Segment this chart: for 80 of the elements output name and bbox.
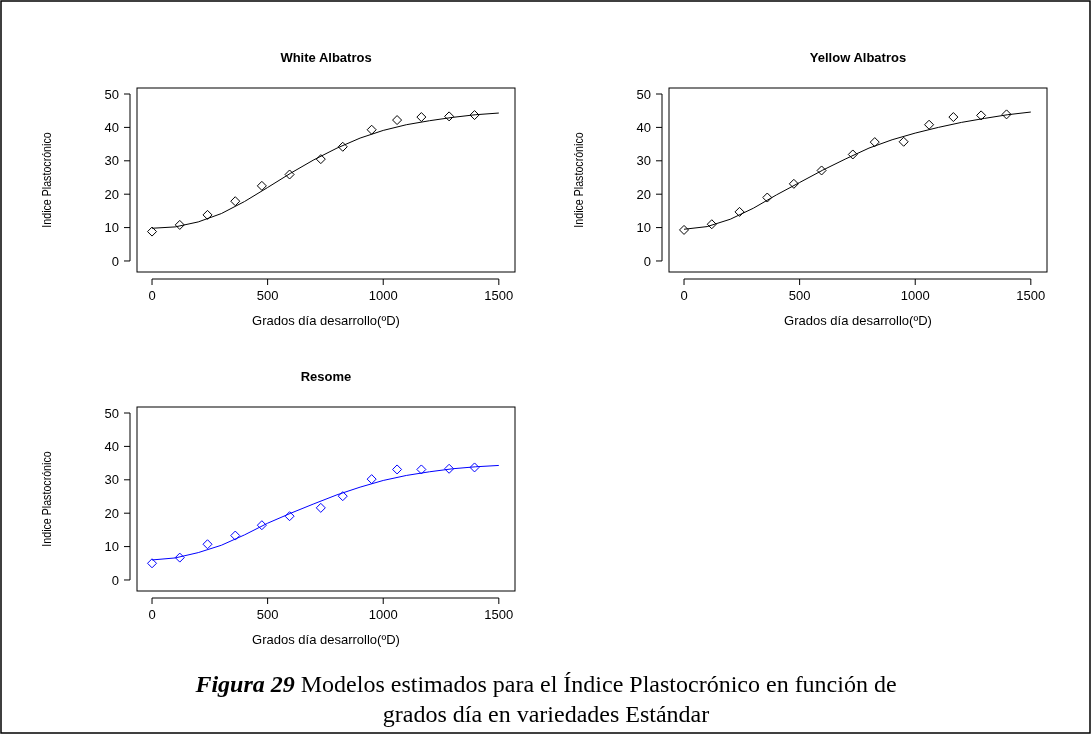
point [898,136,909,147]
point [392,115,403,126]
text: Figura 29 [194,671,295,697]
x-tick-label: 500 [256,607,279,622]
y-tick-label: 30 [636,153,651,169]
point [256,520,267,531]
point [256,180,267,191]
point [174,552,185,563]
x-axis-title: Grados día desarrollo(ºD) [252,313,400,328]
point [147,558,158,569]
y-axis-title: Indice Plastocrónico [570,132,587,228]
chart-title: White Albatros [280,50,372,65]
point [284,511,295,522]
point [788,178,799,189]
x-tick-label: 500 [788,288,811,303]
point [847,149,858,160]
x-tick-label: 1000 [900,288,930,303]
point [924,119,935,130]
point [869,137,880,148]
point [174,219,185,230]
point [337,491,348,502]
point [469,462,480,473]
point [948,112,959,123]
point [230,196,241,207]
point [734,206,745,217]
x-tick-label: 1500 [484,288,514,303]
point [706,219,717,230]
chart-title: Resome [300,369,352,384]
point [315,154,326,165]
y-tick-label: 10 [104,220,119,236]
y-tick-label: 20 [104,186,119,202]
y-tick-label: 0 [643,253,651,269]
x-tick-label: 0 [148,288,156,303]
point [230,530,241,541]
y-tick-label: 30 [104,472,119,488]
x-axis-title: Grados día desarrollo(ºD) [784,313,932,328]
point [392,464,403,475]
x-tick-label: 1000 [368,607,398,622]
point [337,141,348,152]
y-axis-title: Indice Plastocrónico [38,451,55,547]
x-tick-label: 0 [148,607,156,622]
chart-title: Yellow Albatros [809,50,907,65]
y-tick-label: 30 [104,153,119,169]
x-tick-label: 1500 [484,607,514,622]
y-tick-label: 0 [111,253,119,269]
y-tick-label: 20 [636,186,651,202]
x-tick-label: 500 [256,288,279,303]
y-tick-label: 10 [636,220,651,236]
point [202,539,213,550]
point [444,111,455,122]
x-tick-label: 0 [680,288,688,303]
point [816,165,827,176]
point [1001,109,1012,120]
x-axis-title: Grados día desarrollo(ºD) [252,632,400,647]
point [202,209,213,220]
text: Modelos estimados para el Índice Plastocrónico en función de grados día en variedades Estándar [294,671,897,727]
y-tick-label: 20 [104,505,119,521]
y-tick-label: 40 [104,438,119,454]
y-tick-label: 40 [104,119,119,135]
point [416,464,427,475]
point [976,110,987,121]
point [762,192,773,203]
y-tick-label: 10 [104,539,119,555]
point [147,226,158,237]
y-tick-label: 50 [636,86,651,102]
x-tick-label: 1000 [368,288,398,303]
point [366,474,377,485]
point [315,502,326,513]
point [416,112,427,123]
point [444,463,455,474]
point [366,124,377,135]
y-tick-label: 50 [104,405,119,421]
y-tick-label: 0 [111,572,119,588]
y-axis-title: Indice Plastocrónico [38,132,55,228]
point [469,110,480,121]
y-tick-label: 50 [104,86,119,102]
point [679,224,690,235]
point [284,169,295,180]
y-tick-label: 40 [636,119,651,135]
x-tick-label: 1500 [1016,288,1046,303]
